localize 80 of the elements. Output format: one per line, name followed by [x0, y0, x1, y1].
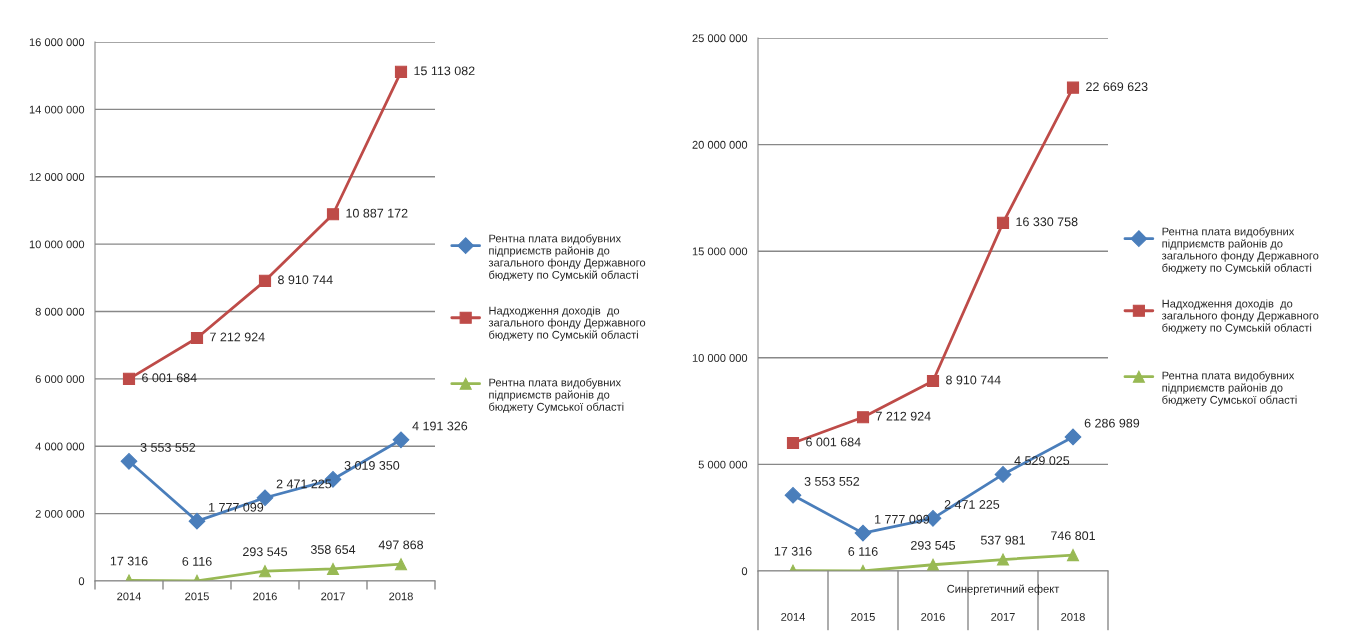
- x-tick-label: 2018: [389, 592, 413, 601]
- x-tick-label: 2017: [321, 592, 345, 601]
- data-label: 6 286 989: [1084, 418, 1140, 428]
- point: [996, 553, 1010, 566]
- point: [926, 374, 940, 388]
- y-tick-label: 10 000 000: [692, 354, 748, 362]
- y-tick-label: 2 000 000: [35, 509, 85, 518]
- point: [1066, 549, 1080, 562]
- y-tick-label: 10 000 000: [29, 240, 85, 249]
- point: [326, 208, 340, 221]
- data-label: 6 001 684: [142, 373, 197, 383]
- data-label: 3 553 552: [140, 443, 196, 452]
- point: [258, 565, 272, 578]
- point: [258, 274, 272, 287]
- legend-label: Рентна плата видобувних підприємств районів до загального фонду Державного бюджету по Сумській області: [488, 234, 646, 281]
- text: Синергетичний ефект: [947, 584, 1060, 595]
- data-label: 2 471 225: [944, 500, 1000, 509]
- point: [854, 524, 872, 542]
- data-label: 6 001 684: [806, 437, 861, 447]
- point: [122, 372, 136, 385]
- point: [394, 65, 408, 78]
- y-tick-label: 20 000 000: [692, 140, 748, 149]
- y-tick-label: 16 000 000: [29, 38, 85, 47]
- point: [120, 452, 138, 470]
- data-label: 4 191 326: [412, 421, 468, 431]
- legend-label: Надходження доходів до загального фонду Державного бюджету по Сумській області: [488, 306, 646, 341]
- data-label: 8 910 744: [278, 275, 333, 285]
- data-label: 17 316: [110, 556, 148, 566]
- data-label: 746 801: [1051, 531, 1095, 541]
- y-tick-label: 25 000 000: [692, 34, 748, 43]
- y-tick-label: 5 000 000: [698, 460, 748, 469]
- data-label: 7 212 924: [876, 411, 931, 421]
- point: [1066, 81, 1080, 94]
- data-label: 358 654: [310, 545, 356, 554]
- data-label: 497 868: [378, 540, 424, 550]
- x-tick-label: 2015: [185, 592, 209, 601]
- y-tick-label: 6 000 000: [35, 375, 85, 384]
- x-tick-label: 2016: [253, 592, 277, 601]
- point: [190, 331, 204, 345]
- x-tick-label: 2015: [851, 612, 875, 621]
- x-tick-label: 2017: [991, 612, 1015, 621]
- data-label: 6 116: [848, 547, 878, 556]
- point: [784, 486, 802, 504]
- y-tick-label: 15 000 000: [692, 247, 748, 256]
- legend-label: Надходження доходів до загального фонду Державного бюджету по Сумській області: [1161, 299, 1319, 334]
- data-label: 6 116: [182, 556, 212, 566]
- point: [392, 431, 410, 449]
- point: [326, 562, 340, 575]
- y-tick-label: 0: [741, 567, 748, 576]
- point: [394, 558, 408, 571]
- point: [786, 436, 800, 450]
- data-label: 17 316: [774, 546, 812, 556]
- point: [1064, 428, 1082, 446]
- y-tick-label: 12 000 000: [29, 173, 85, 181]
- data-label: 537 981: [980, 535, 1025, 545]
- data-label: 7 212 924: [210, 332, 265, 342]
- point: [996, 216, 1010, 229]
- point: [926, 558, 940, 571]
- data-label: 22 669 623: [1086, 82, 1148, 92]
- data-label: 8 910 744: [946, 375, 1001, 385]
- y-tick-label: 14 000 000: [29, 105, 85, 114]
- data-label: 293 545: [243, 547, 288, 557]
- y-tick-label: 8 000 000: [35, 307, 85, 316]
- data-label: 16 330 758: [1016, 217, 1078, 227]
- x-tick-label: 2018: [1061, 612, 1085, 621]
- legend-label: Рентна плата видобувних підприємств районів до бюджету Сумської області: [489, 378, 624, 413]
- data-label: 10 887 172: [346, 208, 408, 218]
- y-tick-label: 4 000 000: [35, 442, 85, 451]
- data-label: 15 113 082: [414, 66, 475, 76]
- x-tick-label: 2014: [117, 592, 142, 601]
- legend-label: Рентна плата видобувних підприємств районів до загального фонду Державного бюджету по Сумській області: [1161, 227, 1319, 274]
- data-label: 3 553 552: [804, 476, 860, 486]
- x-tick-label: 2016: [921, 612, 945, 621]
- point: [856, 411, 870, 424]
- legend-label: Рентна плата видобувних підприємств районів до бюджету Сумської області: [1162, 371, 1297, 406]
- x-tick-label: 2014: [781, 612, 806, 621]
- point: [188, 512, 206, 530]
- point: [994, 466, 1012, 483]
- data-label: 293 545: [911, 540, 956, 550]
- y-tick-label: 0: [78, 577, 85, 586]
